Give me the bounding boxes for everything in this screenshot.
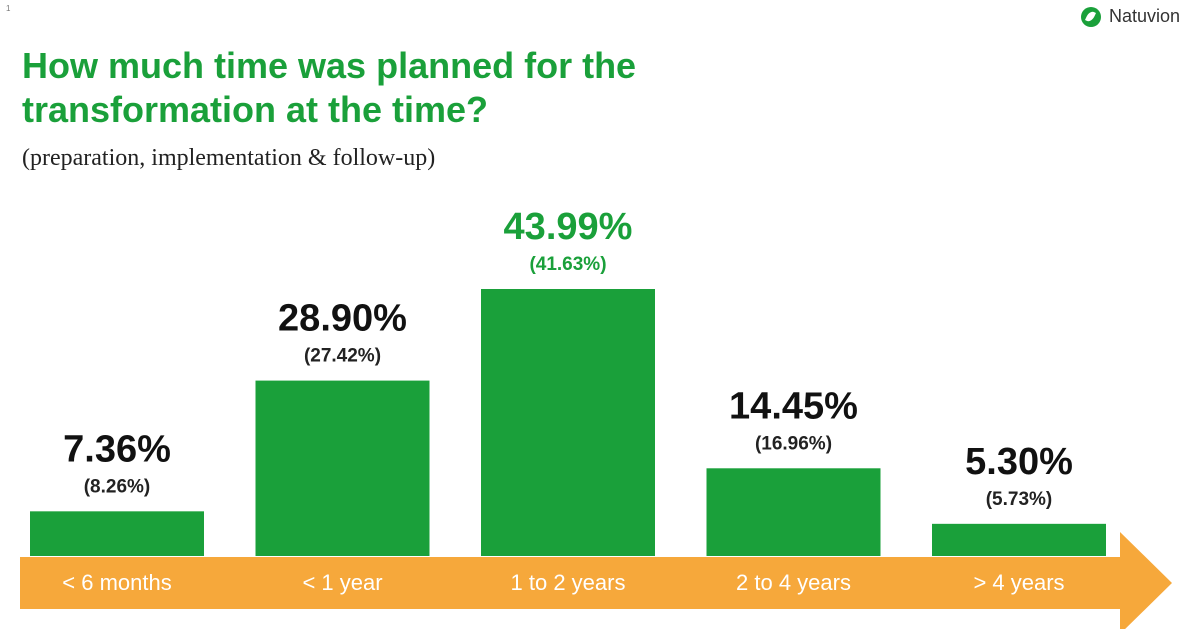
- secondary-label-3: (16.96%): [755, 433, 832, 454]
- brand-name: Natuvion: [1108, 6, 1180, 26]
- category-label-2: 1 to 2 years: [511, 570, 626, 595]
- value-label-3: 14.45%: [729, 385, 858, 427]
- value-label-4: 5.30%: [965, 441, 1073, 483]
- chart-title: How much time was planned for the transf…: [22, 45, 637, 130]
- value-label-1: 28.90%: [278, 298, 407, 340]
- labels-group: 7.36% (8.26%) < 6 months 28.90% (27.42%) < 1 …: [62, 206, 1073, 595]
- axis-arrow: [20, 532, 1172, 629]
- value-label-2: 43.99%: [504, 206, 633, 248]
- bar-4: [932, 523, 1106, 556]
- chart-subtitle: (preparation, implementation & follow-up…: [22, 145, 436, 171]
- category-label-4: > 4 years: [973, 570, 1064, 595]
- leaf-icon: [1080, 6, 1101, 27]
- bar-1: [255, 380, 430, 556]
- category-label-3: 2 to 4 years: [736, 570, 851, 595]
- bar-2: [481, 289, 655, 556]
- secondary-label-2: (41.63%): [529, 254, 606, 275]
- category-label-1: < 1 year: [302, 570, 382, 595]
- bar-0: [30, 511, 204, 556]
- bars-group: [30, 289, 1106, 556]
- value-label-0: 7.36%: [63, 428, 171, 470]
- category-label-0: < 6 months: [62, 570, 171, 595]
- page-marker: 1: [6, 4, 11, 13]
- secondary-label-4: (5.73%): [986, 489, 1053, 510]
- secondary-label-1: (27.42%): [304, 346, 381, 367]
- bar-3: [706, 468, 881, 556]
- brand: Natuvion: [1080, 6, 1180, 27]
- secondary-label-0: (8.26%): [84, 476, 151, 497]
